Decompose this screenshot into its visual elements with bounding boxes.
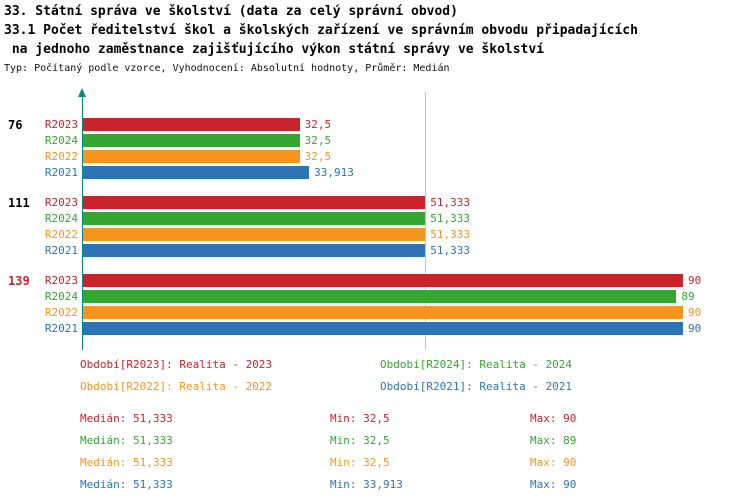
bar-r2022 <box>83 306 683 319</box>
group-label: 76 <box>8 118 23 132</box>
series-label: R2021 <box>44 166 78 179</box>
series-label: R2024 <box>44 134 78 147</box>
stats-table: Medián: 51,333 Min: 32,5 Max: 90 Medián: 51… <box>0 412 750 491</box>
stat-median-r2021: Medián: 51,333 <box>80 478 173 491</box>
y-axis-arrow-icon <box>78 88 86 97</box>
series-label: R2021 <box>44 322 78 335</box>
bar-value-label: 32,5 <box>304 150 332 163</box>
group-label: 111 <box>8 196 30 210</box>
stat-max-r2022: Max: 90 <box>530 456 577 469</box>
title-line-1: 33. Státní správa ve školství (data za c… <box>4 4 458 19</box>
stat-max-r2024: Max: 89 <box>530 434 577 447</box>
legend: Období[R2023]: Realita - 2023 Období[R202… <box>0 358 750 393</box>
series-label: R2023 <box>44 118 78 131</box>
legend-item-r2021: Období[R2021]: Realita - 2021 <box>380 380 573 393</box>
chart-header: 33. Státní správa ve školství (data za c… <box>4 2 638 76</box>
bar-value-label: 51,333 <box>430 212 470 225</box>
stat-min-r2023: Min: 32,5 <box>330 412 390 425</box>
bar-row: R2021 33,913 <box>0 166 750 180</box>
bar-value-label: 90 <box>688 274 702 287</box>
bar-row: R2021 90 <box>0 322 750 336</box>
bar-value-label: 51,333 <box>430 228 470 241</box>
bar-r2022 <box>83 228 426 241</box>
bar-r2021 <box>83 166 310 179</box>
bar-r2023 <box>83 118 300 131</box>
stat-median-r2023: Medián: 51,333 <box>80 412 173 425</box>
bar-r2023 <box>83 196 426 209</box>
title-line-3: na jednoho zaměstnance zajišťujícího výk… <box>4 42 545 57</box>
median-line <box>425 92 427 350</box>
stat-min-r2021: Min: 33,913 <box>330 478 403 491</box>
bar-value-label: 51,333 <box>430 244 470 257</box>
bar-value-label: 32,5 <box>304 134 332 147</box>
chart-area: 76 R2023 32,5 R2024 32,5 R2022 32,5 R2021 33,913… <box>0 88 750 358</box>
stat-max-r2021: Max: 90 <box>530 478 577 491</box>
legend-item-r2023: Období[R2023]: Realita - 2023 <box>80 358 273 371</box>
bar-value-label: 90 <box>688 322 702 335</box>
stat-median-r2024: Medián: 51,333 <box>80 434 173 447</box>
series-label: R2022 <box>44 306 78 319</box>
bar-value-label: 32,5 <box>304 118 332 131</box>
bar-row: R2021 51,333 <box>0 244 750 258</box>
series-label: R2024 <box>44 290 78 303</box>
legend-item-r2022: Období[R2022]: Realita - 2022 <box>80 380 273 393</box>
legend-item-r2024: Období[R2024]: Realita - 2024 <box>380 358 573 371</box>
bar-value-label: 33,913 <box>314 166 354 179</box>
stat-max-r2023: Max: 90 <box>530 412 577 425</box>
bar-row: R2024 51,333 <box>0 212 750 226</box>
y-axis <box>82 96 83 350</box>
bar-value-label: 89 <box>681 290 695 303</box>
series-label: R2023 <box>44 196 78 209</box>
bar-row: R2022 32,5 <box>0 150 750 164</box>
bar-row: R2024 32,5 <box>0 134 750 148</box>
bar-r2021 <box>83 244 426 257</box>
bar-row: 111 R2023 51,333 <box>0 196 750 210</box>
bar-r2024 <box>83 212 426 225</box>
bar-row: R2024 89 <box>0 290 750 304</box>
title-line-2: 33.1 Počet ředitelství škol a školských … <box>4 23 638 38</box>
bar-row: R2022 51,333 <box>0 228 750 242</box>
chart-subtitle: Typ: Počítaný podle vzorce, Vyhodnocení:… <box>4 63 450 74</box>
series-label: R2024 <box>44 212 78 225</box>
stat-min-r2024: Min: 32,5 <box>330 434 390 447</box>
series-label: R2021 <box>44 244 78 257</box>
series-label: R2022 <box>44 150 78 163</box>
bar-row: R2022 90 <box>0 306 750 320</box>
series-label: R2023 <box>44 274 78 287</box>
bar-row: 139 R2023 90 <box>0 274 750 288</box>
stat-median-r2022: Medián: 51,333 <box>80 456 173 469</box>
bar-row: 76 R2023 32,5 <box>0 118 750 132</box>
bar-value-label: 51,333 <box>430 196 470 209</box>
bar-r2024 <box>83 134 300 147</box>
bar-value-label: 90 <box>688 306 702 319</box>
bar-r2022 <box>83 150 300 163</box>
series-label: R2022 <box>44 228 78 241</box>
stat-min-r2022: Min: 32,5 <box>330 456 390 469</box>
group-label: 139 <box>8 274 30 288</box>
bar-r2023 <box>83 274 683 287</box>
bar-r2024 <box>83 290 677 303</box>
bar-r2021 <box>83 322 683 335</box>
